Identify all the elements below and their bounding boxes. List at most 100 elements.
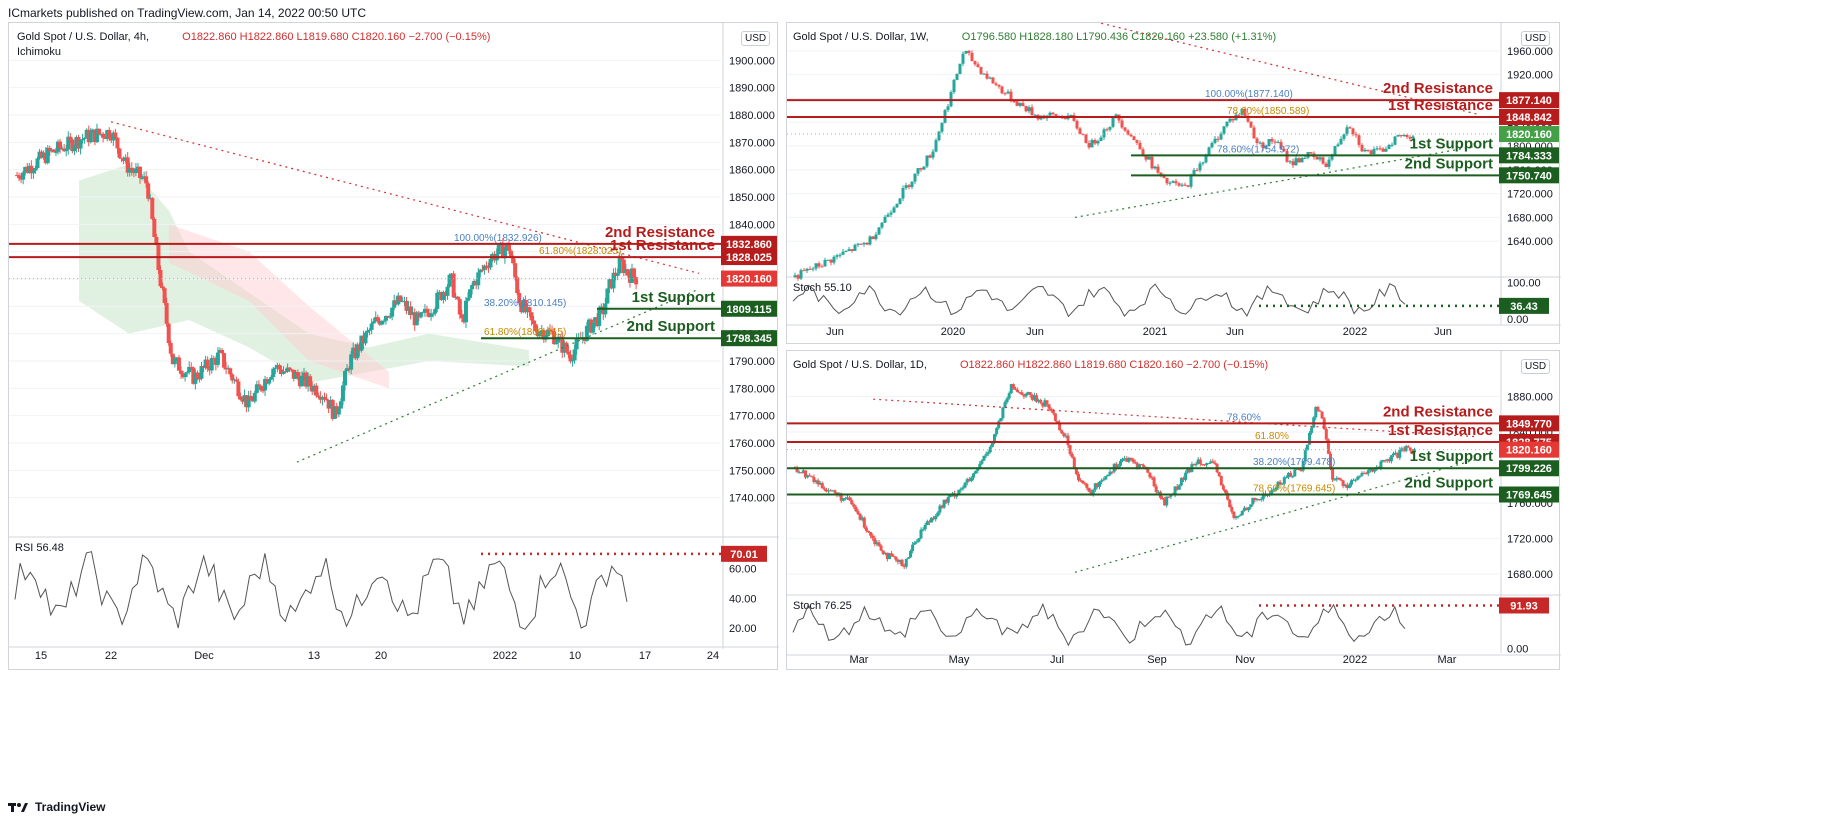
candle-body	[213, 358, 218, 365]
candle	[969, 476, 973, 483]
candle	[864, 525, 868, 533]
candle	[1301, 460, 1305, 473]
level-price-badge	[721, 235, 777, 252]
candle-body	[1379, 461, 1383, 468]
candle-body	[125, 157, 130, 173]
candle-body	[1308, 432, 1311, 445]
candle-body	[455, 296, 460, 300]
candle	[871, 235, 875, 240]
candle-body	[999, 418, 1003, 422]
candle-body	[948, 494, 952, 497]
level-label: 2nd Support	[627, 318, 715, 335]
candle-body	[197, 378, 202, 380]
candle	[322, 392, 327, 403]
chart-panel-4h[interactable]: Gold Spot / U.S. Dollar, 4h, O1822.860 H…	[8, 22, 779, 671]
candle-body	[422, 308, 427, 313]
candle-body	[1405, 134, 1409, 137]
currency-badge-4h[interactable]: USD	[741, 31, 771, 46]
candle	[406, 301, 411, 316]
candle-body	[273, 367, 278, 369]
tradingview-footer[interactable]: TradingView	[8, 800, 105, 814]
candle-body	[820, 483, 824, 489]
candle-body	[1138, 142, 1142, 150]
candle	[1350, 479, 1353, 487]
candle-body	[957, 489, 961, 494]
chart-svg-4h[interactable]: 1740.0001750.0001760.0001770.0001780.000…	[9, 23, 779, 671]
candle-body	[1339, 479, 1343, 481]
candle-body	[817, 263, 821, 267]
candle	[895, 203, 899, 208]
candle	[416, 310, 421, 322]
candle-body	[980, 460, 984, 464]
candle-body	[531, 320, 536, 325]
candle	[805, 267, 809, 273]
candle	[1175, 483, 1179, 491]
candle	[1148, 472, 1152, 479]
candle	[1192, 168, 1196, 176]
symbol-interval-4h: Gold Spot / U.S. Dollar, 4h,	[17, 31, 150, 43]
candle	[799, 268, 803, 280]
candle-body	[236, 381, 241, 397]
candle	[1259, 497, 1263, 502]
candle-body	[1085, 483, 1089, 488]
candle-body	[43, 152, 48, 164]
candle-body	[127, 167, 132, 173]
level-price-text: 1750.740	[1506, 170, 1552, 182]
candle	[550, 325, 555, 335]
candle-body	[1362, 472, 1366, 474]
candle	[53, 147, 58, 156]
candle-body	[964, 50, 968, 54]
candle-body	[355, 344, 360, 359]
candle	[869, 531, 873, 539]
candle-body	[574, 338, 579, 350]
chart-svg-1d[interactable]: 1680.0001720.0001760.0001800.0001840.000…	[787, 351, 1561, 671]
level-price-text: 1828.025	[726, 252, 772, 264]
candle	[982, 455, 986, 462]
level-price-badge	[1499, 108, 1559, 125]
candle	[847, 246, 851, 252]
candle-body	[310, 386, 315, 392]
chart-panel-1w[interactable]: Gold Spot / U.S. Dollar, 1W, O1796.580 H…	[786, 22, 1561, 345]
candle	[566, 346, 571, 359]
chart-panel-1d[interactable]: Gold Spot / U.S. Dollar, 1D, O1822.860 H…	[786, 350, 1561, 671]
candle	[1339, 136, 1343, 145]
candle	[412, 308, 417, 331]
candle	[402, 296, 407, 307]
x-tick-label-2: Dec	[194, 650, 214, 662]
currency-badge-1w[interactable]: USD	[1521, 31, 1551, 46]
chart-svg-1w[interactable]: 1640.0001680.0001720.0001760.0001800.000…	[787, 23, 1561, 345]
candle-body	[252, 392, 257, 402]
candle-body	[1211, 461, 1215, 463]
candle	[1318, 155, 1322, 162]
candle-body	[189, 366, 194, 368]
candle	[934, 514, 938, 522]
candle-body	[1278, 481, 1282, 485]
oscillator-label: RSI 56.48	[15, 542, 64, 554]
candle-body	[799, 270, 803, 279]
candle	[952, 78, 956, 95]
candle	[1003, 92, 1007, 96]
candle-body	[1159, 172, 1163, 175]
candle-body	[1087, 487, 1091, 492]
y-tick-label: 1880.000	[1507, 392, 1553, 404]
candle-body	[234, 379, 239, 382]
candle	[304, 370, 309, 389]
candle-body	[955, 74, 959, 80]
candle	[900, 558, 904, 567]
candle-body	[1387, 145, 1391, 149]
currency-badge-1d[interactable]: USD	[1521, 359, 1551, 374]
candle	[1075, 119, 1079, 131]
candle	[627, 272, 632, 288]
candle	[1247, 506, 1251, 513]
candle-body	[931, 151, 935, 158]
candle	[1364, 472, 1368, 475]
candle	[1354, 478, 1358, 483]
candle-body	[1001, 407, 1005, 419]
candle-body	[181, 373, 186, 378]
candle	[326, 399, 331, 414]
candle	[859, 243, 863, 245]
candle	[999, 418, 1003, 422]
candle-body	[605, 288, 610, 304]
candle	[1336, 142, 1340, 148]
oscillator-label: Stoch 55.10	[793, 282, 852, 294]
